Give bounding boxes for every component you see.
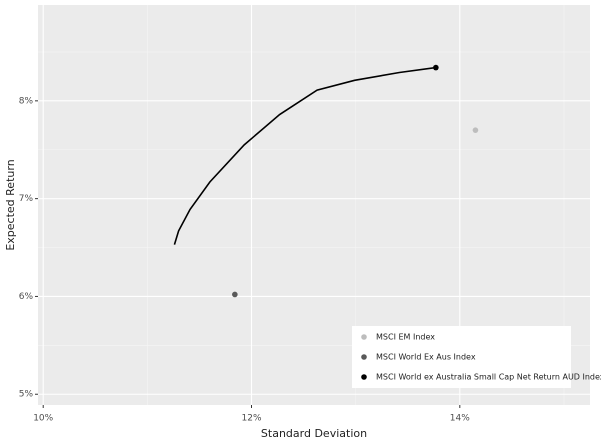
x-tick-label: 14% bbox=[450, 414, 470, 424]
y-tick-label: 8% bbox=[19, 96, 34, 106]
y-tick-label: 6% bbox=[19, 292, 34, 302]
y-tick-label: 5% bbox=[19, 390, 34, 400]
point bbox=[433, 64, 439, 71]
x-axis-title: Standard Deviation bbox=[261, 427, 367, 440]
legend-swatch bbox=[361, 334, 367, 340]
legend-label: MSCI World ex Australia Small Cap Net Re… bbox=[376, 373, 601, 382]
legend-label: MSCI World Ex Aus Index bbox=[376, 353, 476, 362]
x-tick-label: 10% bbox=[33, 414, 53, 424]
point bbox=[232, 291, 238, 298]
legend-box bbox=[352, 326, 571, 388]
legend-swatch bbox=[361, 374, 367, 380]
legend-swatch bbox=[361, 354, 367, 360]
frontier-line bbox=[173, 66, 436, 245]
x-tick-label: 12% bbox=[242, 414, 262, 424]
legend-label: MSCI EM Index bbox=[376, 333, 435, 342]
y-tick-label: 7% bbox=[19, 194, 34, 204]
point bbox=[472, 127, 479, 133]
y-axis-title: Expected Return bbox=[4, 159, 17, 250]
